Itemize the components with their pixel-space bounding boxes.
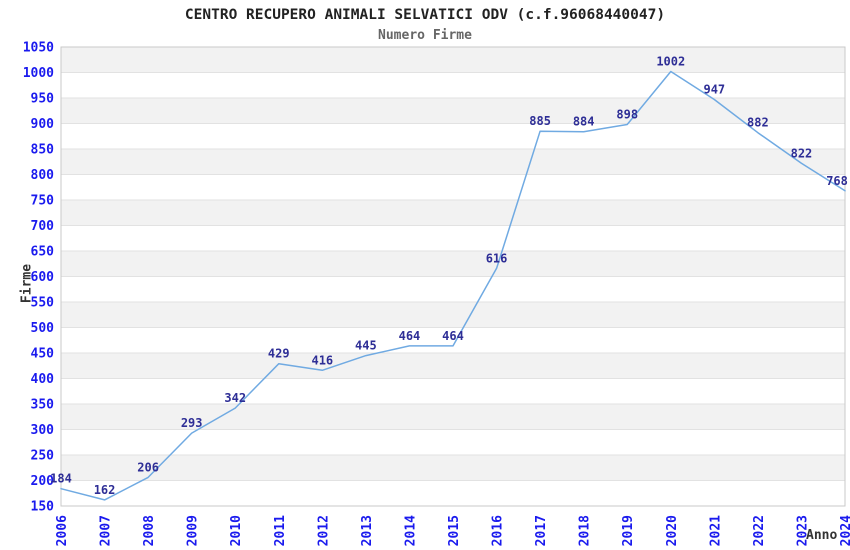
plot-band: [61, 429, 845, 455]
plot-band: [61, 276, 845, 302]
chart-subtitle: Numero Firme: [378, 28, 472, 43]
x-axis-title: Anno: [806, 528, 838, 543]
x-tick-label: 2013: [360, 515, 375, 546]
x-tick-label: 2010: [229, 515, 244, 546]
x-tick-label: 2007: [99, 515, 114, 546]
x-tick-label: 2024: [839, 515, 850, 546]
y-tick-label: 450: [31, 347, 55, 362]
x-tick-label: 2006: [55, 515, 70, 546]
data-point-label: 206: [137, 460, 159, 474]
y-axis-title: Firme: [19, 263, 35, 304]
plot-border: [60, 46, 846, 507]
y-tick-label: 150: [31, 500, 55, 515]
data-point-label: 822: [791, 146, 813, 160]
x-tick-label: 2022: [752, 515, 767, 546]
data-point-label: 898: [616, 108, 638, 122]
x-tick-label: 2008: [142, 515, 157, 546]
data-point-label: 293: [181, 416, 203, 430]
y-tick-label: 700: [31, 219, 55, 234]
x-tick-label: 2018: [578, 515, 593, 546]
data-point-label: 882: [747, 116, 769, 130]
y-tick-label: 300: [31, 423, 55, 438]
y-tick-label: 1000: [23, 66, 54, 81]
y-tick-label: 400: [31, 372, 55, 387]
chart-title: CENTRO RECUPERO ANIMALI SELVATICI ODV (c…: [184, 7, 666, 23]
y-tick-label: 750: [31, 194, 55, 209]
plot-band: [61, 225, 845, 251]
data-point-label: 768: [826, 174, 848, 188]
data-point-label: 342: [224, 391, 246, 405]
data-point-label: 429: [268, 347, 290, 361]
data-point-label: 616: [486, 251, 508, 265]
plot-band: [61, 378, 845, 404]
x-tick-label: 2014: [403, 515, 418, 546]
series-line: [60, 70, 846, 501]
y-tick-label: 250: [31, 449, 55, 464]
plot-band: [61, 455, 845, 481]
plot-band: [61, 251, 845, 277]
plot-band: [61, 98, 845, 124]
data-point-label: 416: [311, 353, 333, 367]
data-point-label: 445: [355, 339, 377, 353]
data-point-label: 464: [399, 329, 421, 343]
y-tick-label: 1050: [23, 41, 54, 56]
x-tick-label: 2016: [491, 515, 506, 546]
y-tick-label: 950: [31, 92, 55, 107]
y-tick-label: 500: [31, 321, 55, 336]
plot-band: [61, 200, 845, 226]
y-tick-label: 200: [31, 474, 55, 489]
y-tick-label: 350: [31, 398, 55, 413]
plot-band: [61, 327, 845, 353]
y-tick-label: 900: [31, 117, 55, 132]
plot-band: [61, 174, 845, 200]
x-tick-label: 2011: [273, 515, 288, 546]
y-tick-label: 550: [31, 296, 55, 311]
x-tick-label: 2017: [534, 515, 549, 546]
x-tick-label: 2012: [316, 515, 331, 546]
plot-band: [61, 353, 845, 379]
data-point-label: 884: [573, 115, 595, 129]
y-tick-label: 600: [31, 270, 55, 285]
data-point-label: 162: [94, 483, 116, 497]
plot-band: [61, 480, 845, 506]
data-point-label: 184: [50, 472, 72, 486]
data-point-label: 885: [529, 114, 551, 128]
plot-band: [61, 149, 845, 175]
data-point-label: 1002: [656, 54, 685, 68]
data-point-label: 947: [703, 83, 725, 97]
plot-band: [61, 404, 845, 430]
x-tick-label: 2021: [708, 515, 723, 546]
y-tick-label: 650: [31, 245, 55, 260]
x-tick-label: 2023: [795, 515, 810, 546]
plot-band: [61, 72, 845, 98]
x-tick-label: 2020: [665, 515, 680, 546]
y-tick-label: 800: [31, 168, 55, 183]
x-tick-label: 2009: [186, 515, 201, 546]
data-point-label: 464: [442, 329, 464, 343]
plot-band: [61, 123, 845, 149]
plot-band: [61, 302, 845, 328]
plot-band: [61, 47, 845, 73]
y-tick-label: 850: [31, 143, 55, 158]
x-tick-label: 2019: [621, 515, 636, 546]
x-tick-label: 2015: [447, 515, 462, 546]
